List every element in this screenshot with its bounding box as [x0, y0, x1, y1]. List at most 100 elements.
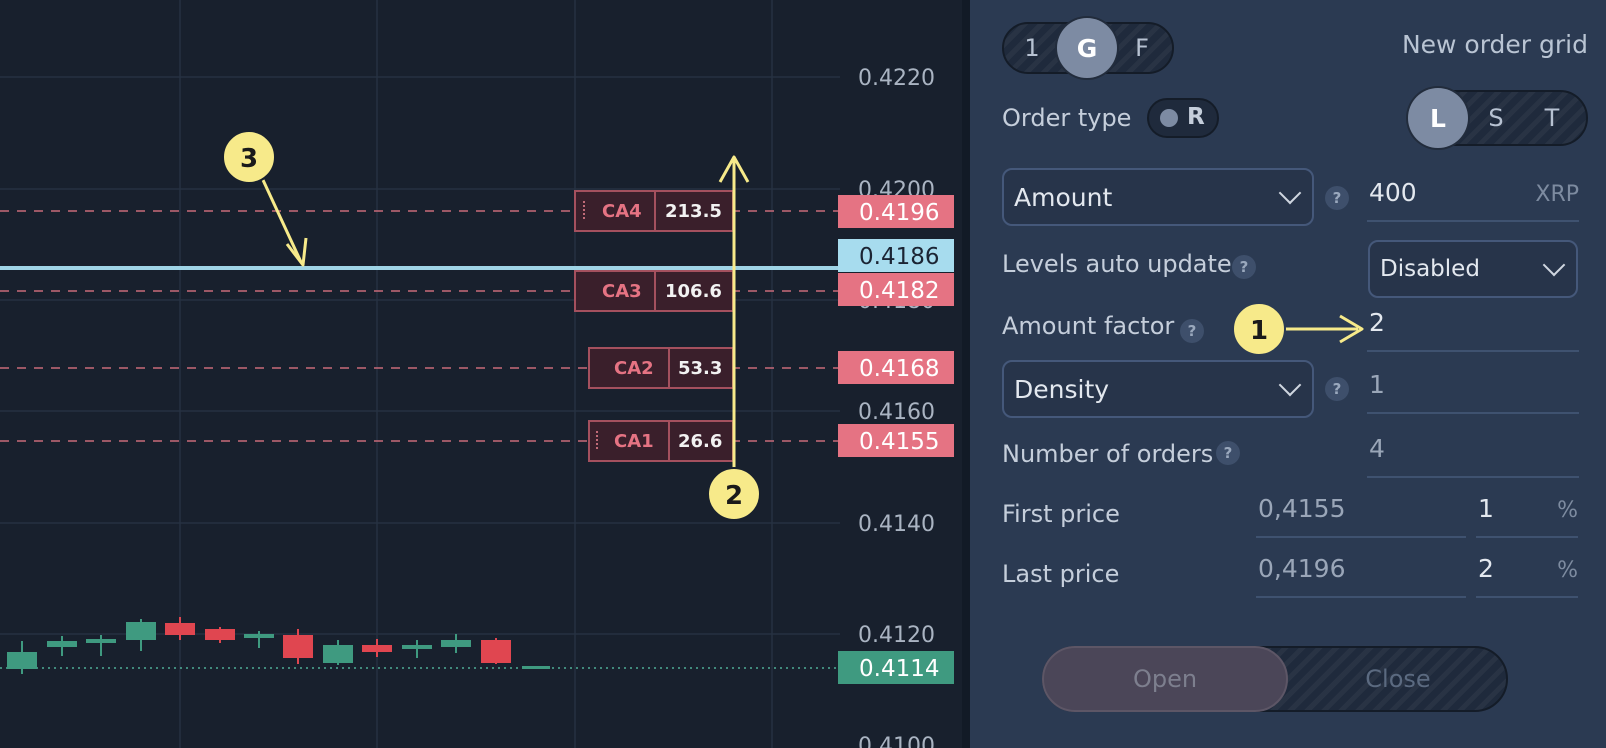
candle-up [7, 652, 37, 669]
price-axis: 0.4220 0.4200 0.4180 0.4160 0.4140 0.412… [858, 66, 935, 748]
order-tag-ca2[interactable]: CA2 53.3 [588, 347, 734, 389]
order-price: 0.4196 [859, 200, 939, 226]
side-toggle[interactable]: L S T [1408, 88, 1588, 148]
chart-background [0, 0, 962, 748]
candle-down [481, 640, 511, 663]
candle-up [126, 622, 156, 640]
order-tag-ca4[interactable]: CA4 213.5 [574, 190, 734, 232]
order-price-badge [838, 195, 954, 228]
order-type-toggle[interactable]: R [1147, 98, 1219, 138]
percent-unit: % [1557, 498, 1578, 523]
order-tag-ca1[interactable]: CA1 26.6 [588, 420, 734, 462]
order-label: CA3 [602, 281, 642, 302]
chevron-down-icon [1278, 181, 1302, 205]
arrow-icon [285, 237, 308, 267]
candle-up [86, 639, 116, 643]
candlesticks [7, 617, 550, 674]
first-price-value: 0,4155 [1258, 494, 1346, 523]
first-price-percent-value: 1 [1478, 494, 1494, 523]
order-price-badge [838, 351, 954, 384]
side-option-s[interactable]: S [1488, 104, 1504, 132]
amount-factor-value: 2 [1369, 308, 1385, 337]
help-icon[interactable]: ? [1325, 186, 1349, 210]
candle-up [244, 634, 274, 638]
svg-text:3: 3 [240, 144, 258, 174]
last-price-label: Last price [1002, 560, 1120, 588]
axis-label: 0.4100 [858, 734, 935, 748]
candle-up [441, 640, 471, 647]
first-price-percent-input[interactable]: 1 % [1476, 494, 1578, 538]
panel-title: New order grid [1401, 30, 1588, 59]
current-price: 0.4186 [859, 244, 939, 270]
mode-toggle[interactable]: 1 G F [1002, 18, 1174, 78]
svg-text:1: 1 [1250, 316, 1268, 346]
order-tag-ca3[interactable]: CA3 106.6 [574, 270, 734, 312]
close-button[interactable]: Close [1365, 665, 1431, 693]
density-select[interactable]: Density [1002, 360, 1314, 418]
candle-down [205, 629, 235, 640]
order-price: 0.4182 [859, 278, 939, 304]
candle-up [323, 645, 353, 663]
density-input[interactable]: 1 [1367, 370, 1579, 414]
last-price-percent-input[interactable]: 2 % [1476, 554, 1578, 598]
amount-input[interactable]: 400 XRP [1367, 178, 1579, 222]
candle-down [283, 635, 313, 658]
last-price-input[interactable]: 0,4196 [1256, 554, 1466, 598]
side-option-l[interactable]: L [1408, 88, 1468, 148]
chevron-down-icon [1278, 373, 1302, 397]
open-close-toggle: Open Close [1042, 646, 1508, 712]
levels-auto-update-select[interactable]: Disabled [1368, 240, 1578, 298]
price-chart[interactable]: 0.4220 0.4200 0.4180 0.4160 0.4140 0.412… [0, 0, 962, 748]
annotation-2: 2 [707, 155, 761, 521]
candle-down [362, 645, 392, 652]
order-label: CA1 [614, 431, 654, 452]
amount-factor-label: Amount factor [1002, 312, 1175, 340]
mode-option-f[interactable]: F [1135, 34, 1149, 62]
order-amount: 53.3 [678, 358, 722, 379]
number-of-orders-value: 4 [1369, 434, 1385, 463]
amount-unit: XRP [1535, 182, 1579, 207]
axis-label: 0.4160 [858, 400, 935, 425]
density-select-value: Density [1014, 374, 1110, 404]
mode-option-1[interactable]: 1 [1024, 34, 1040, 62]
first-price-input[interactable]: 0,4155 [1256, 494, 1466, 538]
annotation-badge [707, 467, 761, 521]
last-price-percent-value: 2 [1478, 554, 1494, 583]
axis-label: 0.4220 [858, 66, 935, 91]
price-badges: 0.4196 0.4186 0.4182 0.4168 0.4155 0.411… [838, 195, 954, 684]
side-option-t[interactable]: T [1544, 104, 1560, 132]
order-label: CA4 [602, 201, 642, 222]
help-icon[interactable]: ? [1232, 255, 1256, 279]
help-icon[interactable]: ? [1180, 319, 1204, 343]
levels-auto-update-value: Disabled [1380, 256, 1480, 282]
svg-text:2: 2 [725, 481, 743, 511]
annotation-1: 1 [1232, 302, 1364, 356]
toggle-dot-icon [1160, 109, 1178, 127]
help-icon[interactable]: ? [1325, 377, 1349, 401]
last-price: 0.4114 [859, 656, 939, 682]
current-price-badge [838, 239, 954, 272]
mode-option-g[interactable]: G [1057, 18, 1117, 78]
order-type-toggle-text: R [1187, 104, 1205, 130]
annotation-badge [1232, 302, 1286, 356]
annotation-badge [222, 130, 276, 184]
order-price: 0.4155 [859, 429, 939, 455]
help-icon[interactable]: ? [1216, 441, 1240, 465]
order-label: CA2 [614, 358, 654, 379]
number-of-orders-input[interactable]: 4 [1367, 434, 1579, 478]
candle-up [47, 641, 77, 647]
amount-select[interactable]: Amount [1002, 168, 1314, 226]
percent-unit: % [1557, 558, 1578, 583]
order-amount: 26.6 [678, 431, 722, 452]
panel-divider[interactable] [962, 0, 970, 748]
open-button[interactable]: Open [1042, 646, 1288, 712]
amount-value: 400 [1369, 178, 1417, 207]
order-type-label: Order type [1002, 104, 1132, 132]
first-price-label: First price [1002, 500, 1120, 528]
density-value: 1 [1369, 370, 1385, 399]
amount-factor-input[interactable]: 2 [1367, 308, 1579, 352]
number-of-orders-label: Number of orders [1002, 440, 1214, 468]
last-price-badge [838, 651, 954, 684]
axis-label: 0.4120 [858, 623, 935, 648]
order-amount: 106.6 [665, 281, 722, 302]
